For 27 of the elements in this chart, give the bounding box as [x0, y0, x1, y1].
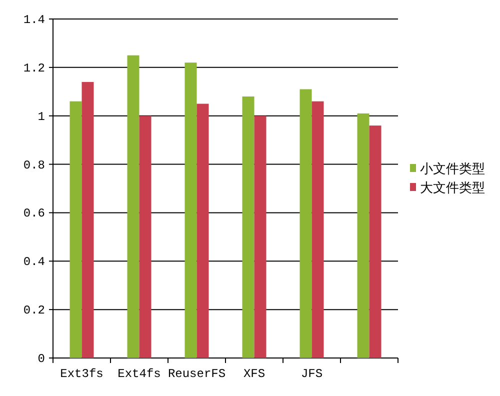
y-tick-label: 0.6 [23, 206, 45, 221]
bar [357, 113, 370, 358]
x-tick-label: ReuserFS [168, 367, 226, 381]
y-tick-label: 1.2 [23, 61, 45, 76]
y-tick-label: 0 [38, 352, 45, 366]
bar [312, 101, 324, 358]
x-tick-label: JFS [300, 367, 323, 381]
bar [127, 55, 140, 358]
bar [196, 104, 209, 358]
bar [300, 89, 312, 358]
bar [369, 126, 382, 358]
y-tick-label: 1.4 [23, 13, 45, 27]
legend-label: 小文件类型 [420, 162, 485, 177]
y-tick-label: 0.2 [23, 304, 45, 318]
y-tick-label: 0.4 [23, 255, 45, 270]
bar [139, 116, 152, 358]
bar [184, 62, 197, 358]
bar [70, 101, 82, 358]
bar [254, 116, 266, 358]
y-tick-label: 0.8 [23, 158, 45, 172]
bar [82, 82, 94, 358]
legend-label: 大文件类型 [420, 181, 485, 196]
bar [242, 96, 254, 358]
x-tick-label: Ext4fs [118, 367, 161, 381]
x-tick-label: Ext3fs [60, 367, 104, 381]
y-tick-label: 1 [38, 110, 45, 124]
x-tick-label: XFS [243, 367, 266, 381]
